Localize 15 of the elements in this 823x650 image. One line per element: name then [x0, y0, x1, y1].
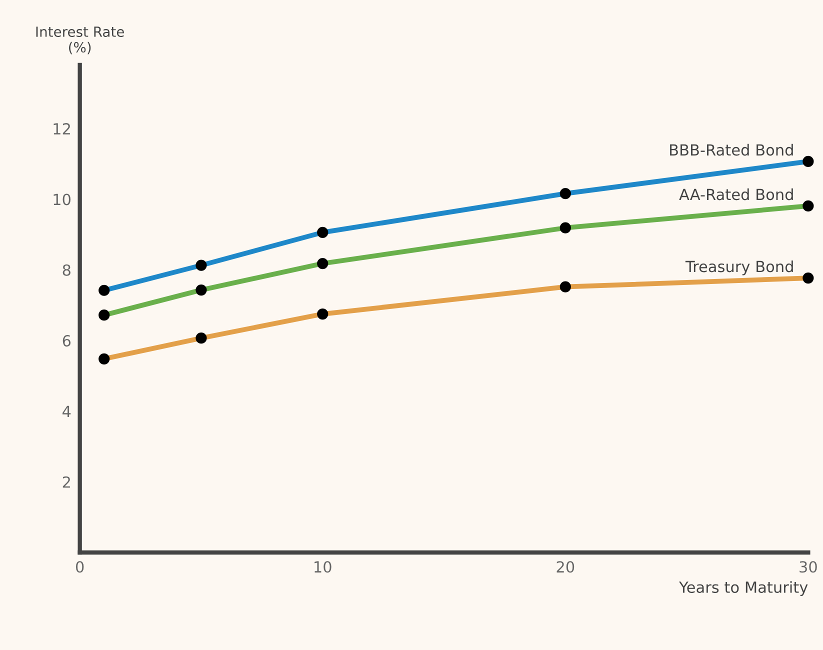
x-tick-label: 30	[800, 561, 817, 573]
x-tick-label: 0	[76, 561, 84, 573]
series-label: Treasury Bond	[685, 260, 793, 276]
y-tick-label: 12	[54, 123, 70, 134]
x-tick-label: 10	[314, 561, 332, 573]
y-tick-label: 6	[62, 335, 71, 347]
y-axis-title: Interest Rate (%)	[36, 26, 124, 54]
y-tick-label: 2	[62, 476, 70, 488]
x-tick-label: 20	[556, 561, 574, 573]
y-tick-label: 4	[62, 406, 71, 417]
x-axis-title: Years to Maturity	[679, 581, 808, 596]
y-tick-label: 8	[62, 264, 70, 276]
series-label: AA-Rated Bond	[679, 188, 793, 200]
y-tick-label: 10	[54, 194, 70, 206]
series-label: BBB-Rated Bond	[670, 144, 793, 156]
